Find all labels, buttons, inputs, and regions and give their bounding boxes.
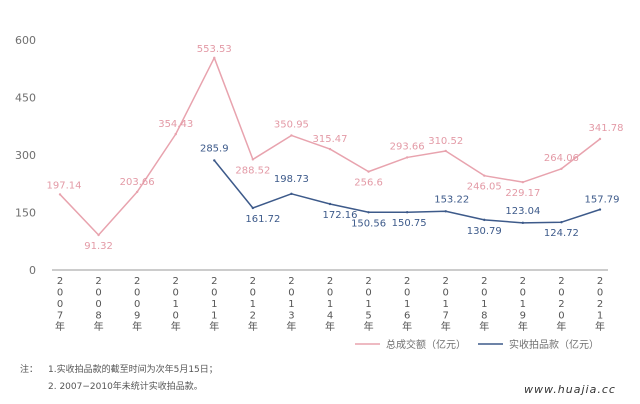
series-0-point-4 [213, 56, 216, 60]
series-1-point-9 [405, 211, 409, 214]
x-axis: 2 0 0 7 年 2 0 0 8 年 2 0 0 9 年 2 0 1 0 年 2 0 1 1 年 2 0 1 2 年 2 0 1 3 年 2 0 1 4 年… [52, 269, 608, 333]
series-0-label-14: 341.78 [589, 123, 624, 134]
data-labels-layer: 197.14 91.32 203.66 354.43 553.53 288.52 350.9… [47, 44, 624, 252]
series-1-point-10 [444, 210, 447, 213]
series-0-label-7: 315.47 [313, 134, 348, 145]
y-tick-label-4: 600 [15, 34, 36, 47]
series-1-point-6 [290, 192, 293, 196]
series-0-label-12: 229.17 [505, 188, 540, 199]
series-0-point-7 [328, 147, 332, 151]
note-prefix: 注： [20, 363, 38, 375]
series-1-point-13 [560, 220, 563, 224]
series-1-point-8 [367, 211, 370, 214]
series-0-label-8: 256.6 [354, 178, 383, 189]
series-0-label-11: 246.05 [467, 182, 502, 193]
series-1-label-8: 150.56 [351, 218, 386, 229]
series-1-label-13: 124.72 [544, 228, 579, 239]
series-0-point-6 [290, 134, 293, 137]
series-0-point-11 [483, 174, 486, 177]
series-layer [58, 56, 602, 237]
series-0-point-14 [598, 137, 602, 141]
series-0-label-9: 293.66 [390, 141, 425, 152]
series-1-point-12 [521, 221, 525, 225]
series-0-label-2: 203.66 [120, 177, 155, 188]
series-1-label-7: 172.16 [323, 210, 358, 221]
series-0-label-3: 354.43 [158, 119, 193, 130]
legend-label-total: 总成交额（亿元） [386, 338, 466, 351]
series-1-label-10: 153.22 [434, 194, 469, 205]
series-0-point-2 [135, 190, 139, 194]
series-0-point-10 [444, 149, 447, 153]
legend-label-received: 实收拍品款（亿元） [509, 338, 599, 351]
legend: 总成交额（亿元） 实收拍品款（亿元） [355, 338, 599, 351]
series-0-point-0 [58, 193, 62, 196]
note-line-2: 2. 2007−2010年未统计实收拍品款。 [48, 380, 203, 392]
series-0-point-5 [251, 158, 255, 161]
series-1-point-11 [483, 218, 486, 222]
series-1-point-14 [598, 208, 602, 211]
series-0-point-3 [174, 132, 177, 136]
series-0-point-9 [405, 156, 409, 159]
series-1-point-5 [251, 206, 255, 210]
series-0-label-1: 91.32 [84, 241, 113, 252]
series-1-label-4: 285.9 [200, 143, 229, 154]
y-axis: 0 150 300 450 600 [15, 34, 36, 277]
y-tick-label-1: 150 [15, 207, 36, 220]
series-1-point-7 [328, 202, 332, 206]
y-tick-label-2: 300 [15, 149, 36, 162]
notes: 注： 1.实收拍品款的截至时间为次年5月15日； 2. 2007−2010年未统… [20, 363, 218, 392]
series-0-label-0: 197.14 [47, 180, 82, 191]
series-0-point-13 [560, 167, 563, 170]
series-0-label-10: 310.52 [428, 136, 463, 147]
note-line-1: 1.实收拍品款的截至时间为次年5月15日； [48, 363, 218, 375]
series-0-point-8 [367, 170, 370, 173]
series-1-label-14: 157.79 [585, 195, 620, 206]
series-1-label-5: 161.72 [245, 214, 280, 225]
series-0-label-6: 350.95 [274, 119, 309, 130]
series-0-label-13: 264.06 [544, 153, 579, 164]
series-0-point-12 [521, 180, 525, 184]
series-0-point-1 [97, 233, 100, 237]
y-tick-label-0: 0 [29, 264, 36, 277]
series-1-label-12: 123.04 [505, 206, 540, 217]
series-0-label-4: 553.53 [197, 44, 232, 55]
y-tick-label-3: 450 [15, 92, 36, 105]
series-1-point-4 [213, 159, 216, 162]
watermark-text: www.huajia.cc [524, 383, 616, 396]
series-1-label-9: 150.75 [392, 218, 427, 229]
series-1-label-6: 198.73 [274, 174, 309, 185]
series-0-label-5: 288.52 [235, 165, 270, 176]
series-1-label-11: 130.79 [467, 226, 502, 237]
